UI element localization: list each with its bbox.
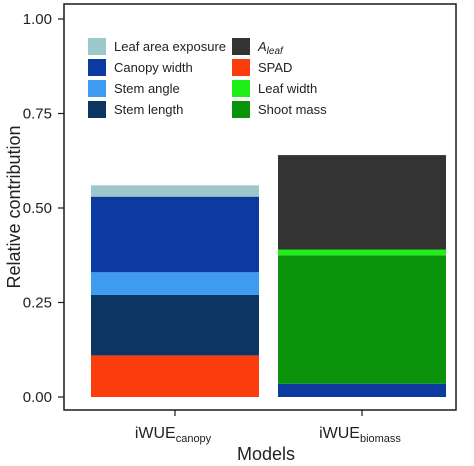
y-tick-label: 1.00 [23,11,52,28]
legend-label-base: A [257,39,267,54]
y-tick-label: 0.25 [23,295,52,312]
y-tick-label: 0.50 [23,200,52,217]
legend-swatch [232,59,250,76]
bar-segment-a-leaf-biomass [278,155,446,250]
legend-label: Stem length [114,102,183,117]
legend-swatch [88,80,106,97]
legend-swatch [88,38,106,55]
legend: Leaf area exposure Canopy width Stem angle… [88,38,327,118]
bar-segment-leaf-width-biomass [278,249,446,256]
legend-label: Leaf area exposure [114,39,226,54]
x-tick-label-base: iWUE [135,425,176,442]
x-axis-title: Models [237,444,295,464]
bar-segment-canopy-width-biomass [278,383,446,397]
bar-segment-canopy-width-canopy [91,196,259,273]
legend-label-sub: leaf [267,46,284,57]
x-tick-label-sub: biomass [360,433,401,445]
y-axis-title: Relative contribution [4,125,24,288]
legend-swatch [232,101,250,118]
bar-segment-stem-length-canopy [91,294,259,356]
legend-label: Canopy width [114,60,193,75]
legend-label: Shoot mass [258,102,327,117]
bar-segment-leaf-area-exposure-canopy [91,185,259,197]
y-axis-ticks: 0.00 0.25 0.50 0.75 1.00 [23,11,64,406]
bar-segment-spad-canopy [91,355,259,397]
bars [91,155,446,397]
x-tick-label-sub: canopy [176,433,212,445]
x-tick-label: iWUEcanopy [135,425,212,445]
legend-swatch [88,101,106,118]
y-tick-label: 0.00 [23,389,52,406]
legend-label: SPAD [258,60,292,75]
x-tick-label-base: iWUE [319,425,360,442]
bar-segment-stem-angle-canopy [91,272,259,295]
y-tick-label: 0.75 [23,106,52,123]
legend-swatch [88,59,106,76]
x-axis-category-labels: iWUEcanopy iWUEbiomass [135,410,401,445]
legend-swatch [232,80,250,97]
legend-label: Aleaf [257,39,284,57]
legend-swatch [232,38,250,55]
x-tick-label: iWUEbiomass [319,425,401,445]
bar-segment-shoot-mass-biomass [278,255,446,384]
legend-label: Stem angle [114,81,180,96]
legend-label: Leaf width [258,81,317,96]
